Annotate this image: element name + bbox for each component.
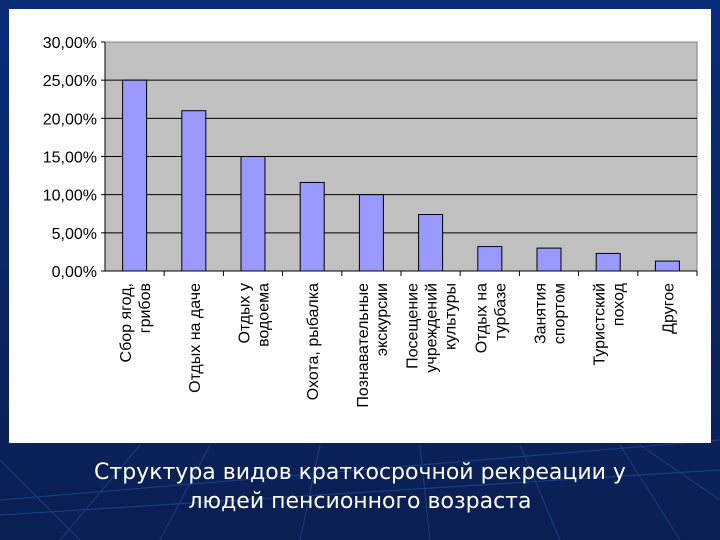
- x-tick-label: Сбор ягод, грибов: [118, 283, 154, 362]
- x-tick-label-line: учреждений: [424, 283, 441, 373]
- x-tick-label-line: спортом: [552, 283, 569, 344]
- x-tick-label-line: Сбор ягод,: [118, 283, 135, 362]
- x-tick-label-line: Другое: [660, 283, 677, 334]
- x-tick-label: Охота, рыбалка: [305, 283, 322, 400]
- x-tick-label: Познавательные экскурсии: [355, 283, 391, 408]
- chart-panel: 0,00% 5,00% 10,00% 15,00% 20,00% 25,00% 30,00%…: [9, 9, 711, 443]
- x-tick-label: Отдых у водоема: [237, 283, 273, 347]
- y-tick-label: 0,00%: [52, 264, 97, 281]
- x-tick-label-line: поход: [611, 282, 628, 326]
- y-tick-label: 5,00%: [52, 226, 97, 243]
- x-tick-label-line: Туристский: [592, 283, 609, 366]
- x-tick-label: Отдых на турбазе: [473, 283, 509, 353]
- x-tick-label: Отдых на даче: [187, 283, 204, 393]
- bar: [181, 110, 207, 272]
- bar: [299, 181, 325, 272]
- x-tick-label-line: Отдых на даче: [187, 283, 204, 393]
- bar: [240, 156, 266, 272]
- bar: [595, 252, 621, 272]
- y-tick-label: 25,00%: [43, 73, 97, 90]
- y-tick-label: 10,00%: [43, 188, 97, 205]
- y-tick-label: 20,00%: [43, 111, 97, 128]
- bar: [358, 194, 384, 272]
- x-tick-label: Занятия спортом: [533, 283, 569, 344]
- y-axis-tick-labels: 0,00% 5,00% 10,00% 15,00% 20,00% 25,00% 30,00%: [43, 35, 105, 281]
- x-tick-label-line: Отдых у: [237, 283, 254, 344]
- bar: [654, 260, 680, 272]
- bar-chart: 0,00% 5,00% 10,00% 15,00% 20,00% 25,00% 30,00%…: [43, 35, 698, 408]
- caption-line-1: Структура видов краткосрочной рекреации …: [94, 460, 626, 485]
- x-tick-label-line: Посещение: [405, 283, 422, 369]
- y-tick-label: 15,00%: [43, 150, 97, 167]
- x-tick-label-line: Занятия: [533, 283, 550, 344]
- x-tick-label: Туристский поход: [592, 282, 628, 365]
- x-tick-label-line: культуры: [443, 283, 460, 350]
- slide-caption: Структура видов краткосрочной рекреации …: [0, 458, 720, 516]
- x-tick-label-line: турбазе: [492, 283, 509, 341]
- bar: [418, 214, 444, 272]
- caption-line-2: людей пенсионного возраста: [188, 489, 532, 514]
- y-tick-label: 30,00%: [43, 35, 97, 52]
- x-tick-label-line: водоема: [256, 283, 273, 347]
- x-tick-label-line: Познавательные: [355, 283, 372, 408]
- x-tick-label-line: экскурсии: [374, 283, 391, 356]
- bar: [122, 79, 148, 272]
- x-tick-label-line: грибов: [137, 283, 154, 333]
- x-tick-label: Другое: [660, 283, 677, 334]
- bar: [536, 247, 562, 272]
- bar: [477, 246, 503, 272]
- x-tick-label: Посещение учреждений культуры: [405, 283, 460, 373]
- x-axis-tick-labels: Сбор ягод, грибов Отдых на даче Отдых у водо…: [118, 271, 698, 408]
- x-tick-label-line: Отдых на: [473, 283, 490, 353]
- x-tick-label-line: Охота, рыбалка: [305, 283, 322, 400]
